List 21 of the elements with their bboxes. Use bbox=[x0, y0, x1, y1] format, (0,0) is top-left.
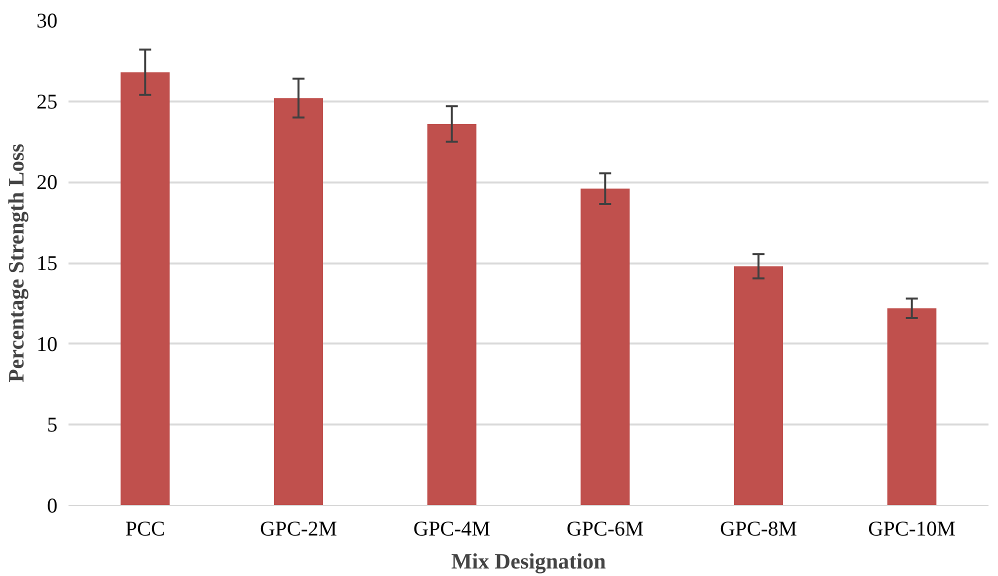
y-tick-label: 0 bbox=[47, 494, 58, 518]
x-tick-label: GPC-4M bbox=[413, 516, 491, 540]
y-tick-label: 10 bbox=[36, 332, 58, 356]
x-tick-label: GPC-10M bbox=[868, 516, 956, 540]
bar bbox=[274, 98, 324, 506]
x-tick-label: GPC-8M bbox=[720, 516, 798, 540]
y-tick-label: 25 bbox=[36, 89, 58, 114]
x-axis-title: Mix Designation bbox=[451, 548, 606, 574]
x-tick-label: GPC-2M bbox=[260, 516, 338, 540]
bar bbox=[427, 124, 476, 506]
x-tick-label: GPC-6M bbox=[566, 516, 644, 540]
bar bbox=[734, 266, 784, 506]
bar bbox=[580, 188, 630, 506]
y-tick-label: 20 bbox=[36, 170, 58, 194]
x-tick-label: PCC bbox=[125, 516, 166, 540]
y-axis-title: Percentage Strength Loss bbox=[4, 143, 28, 382]
bar bbox=[887, 308, 936, 506]
y-tick-label: 30 bbox=[36, 8, 58, 32]
y-tick-label: 5 bbox=[47, 412, 58, 437]
bar bbox=[120, 72, 170, 506]
y-tick-label: 15 bbox=[36, 251, 58, 275]
